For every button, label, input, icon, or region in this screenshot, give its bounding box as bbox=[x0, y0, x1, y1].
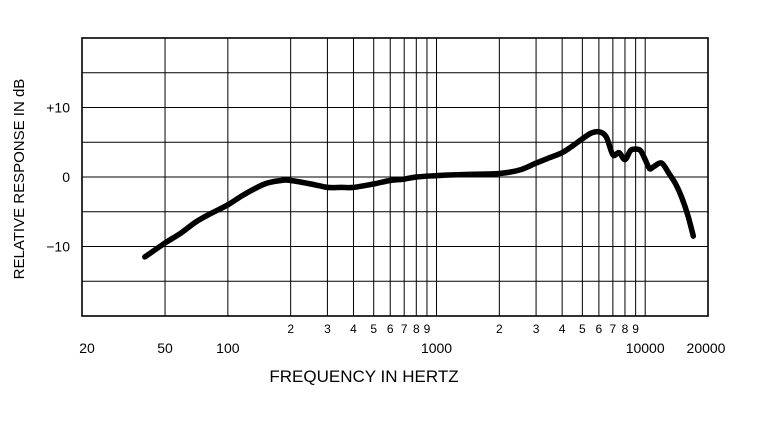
grid bbox=[82, 38, 708, 316]
x-minor-tick-label-7: 9 bbox=[424, 322, 431, 336]
x-minor-tick-label-1: 3 bbox=[324, 322, 331, 336]
x-minor-tick-label-4: 6 bbox=[387, 322, 394, 336]
x-major-tick-label-3: 1000 bbox=[421, 340, 452, 356]
response-curve bbox=[142, 128, 697, 260]
y-tick-label-0: +10 bbox=[46, 100, 70, 116]
x-major-tick-label-1: 50 bbox=[157, 340, 173, 356]
x-minor-tick-label-2: 4 bbox=[350, 322, 357, 336]
x-minor-tick-label-11: 5 bbox=[579, 322, 586, 336]
plot-frame bbox=[81, 37, 709, 317]
x-minor-tick-label-6: 8 bbox=[413, 322, 420, 336]
x-minor-tick-label-12: 6 bbox=[596, 322, 603, 336]
y-tick-label-1: 0 bbox=[62, 169, 70, 185]
x-minor-tick-label-3: 5 bbox=[370, 322, 377, 336]
x-minor-tick-label-13: 7 bbox=[610, 322, 617, 336]
x-major-tick-label-4: 10000 bbox=[626, 340, 665, 356]
x-major-tick-label-0: 20 bbox=[79, 340, 95, 356]
x-minor-tick-label-14: 8 bbox=[622, 322, 629, 336]
x-minor-tick-label-15: 9 bbox=[632, 322, 639, 336]
x-minor-tick-label-9: 3 bbox=[533, 322, 540, 336]
y-axis-title: RELATIVE RESPONSE IN dB bbox=[11, 79, 28, 280]
y-tick-label-2: −10 bbox=[46, 239, 70, 255]
x-minor-tick-label-10: 4 bbox=[559, 322, 566, 336]
x-axis-title: FREQUENCY IN HERTZ bbox=[269, 367, 458, 386]
x-minor-tick-label-8: 2 bbox=[496, 322, 503, 336]
x-axis-ticks: 2 3 4 5 6 7 8 9 2 3 4 5 6 7 8 920 50 100 1000 10000 20000 bbox=[79, 322, 725, 356]
x-minor-tick-label-0: 2 bbox=[287, 322, 294, 336]
x-major-tick-label-2: 100 bbox=[216, 340, 240, 356]
x-major-tick-label-5: 20000 bbox=[687, 340, 726, 356]
x-minor-tick-label-5: 7 bbox=[401, 322, 408, 336]
y-axis-ticks: +10 0 −10 bbox=[46, 100, 70, 255]
